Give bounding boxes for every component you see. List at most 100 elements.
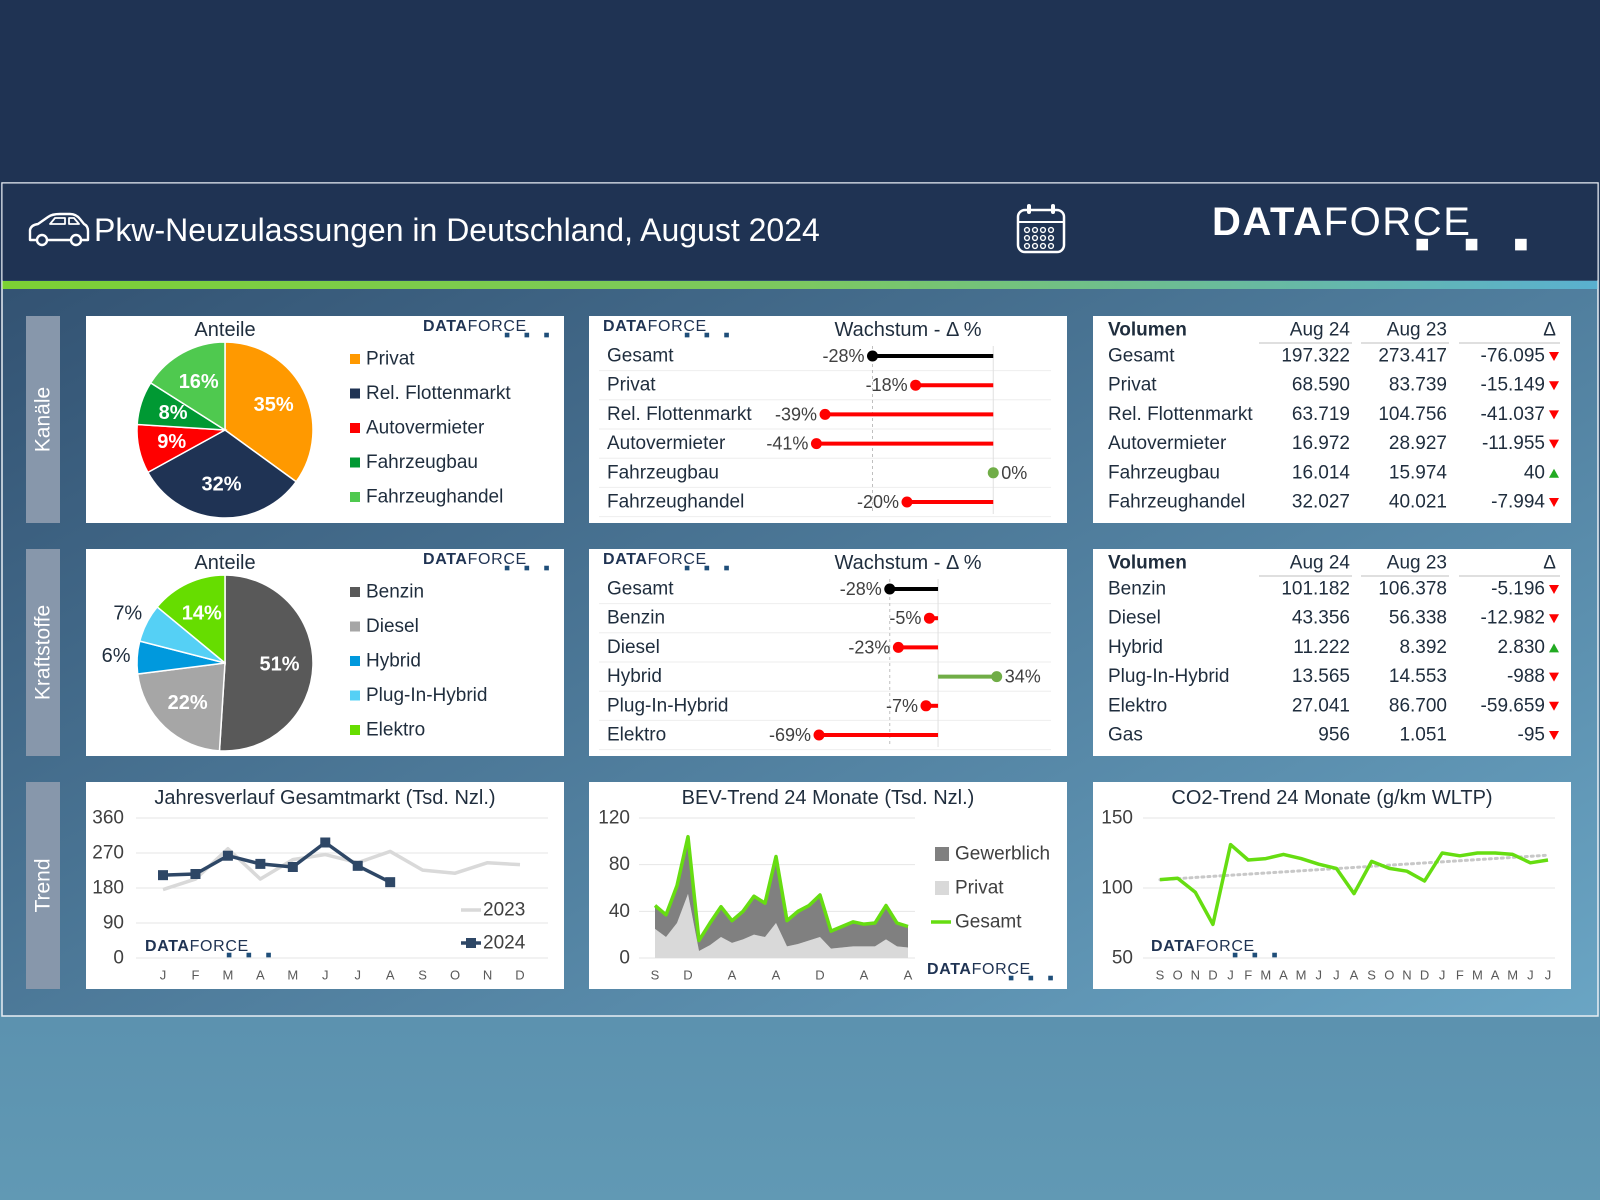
pie-label: 35% (254, 394, 294, 416)
x-tick-label: J (322, 968, 329, 983)
series-line (162, 840, 391, 884)
logo-square (1416, 238, 1429, 251)
x-tick-label: J (354, 968, 361, 983)
logo: DATAFORCE (145, 938, 249, 955)
legend-swatch (935, 881, 949, 895)
category-label: Diesel (607, 637, 660, 658)
legend-label: Hybrid (366, 651, 421, 672)
cell: -12.982 (1481, 608, 1545, 629)
column-header: Aug 23 (1387, 320, 1447, 341)
category-label: Elektro (607, 725, 666, 746)
x-tick-label: A (1350, 968, 1359, 983)
row-label: Elektro (1108, 695, 1167, 716)
logo-square (704, 332, 710, 338)
x-tick-label: F (1244, 968, 1252, 983)
pie-slice (218, 574, 314, 752)
category-label: Gesamt (607, 346, 674, 367)
logo-light: FORCE (1324, 200, 1472, 244)
row-label: Diesel (1108, 608, 1161, 629)
legend-label: Gesamt (955, 912, 1022, 933)
stacked-area (655, 893, 908, 958)
cell: -5.196 (1491, 579, 1545, 600)
cell: 63.719 (1292, 404, 1350, 425)
value-label: 34% (1005, 667, 1041, 687)
legend-swatch (350, 587, 360, 597)
trend-arrow (1549, 614, 1559, 624)
logo: DATAFORCE (603, 318, 707, 335)
x-tick-label: M (287, 968, 298, 983)
panel-bg (589, 316, 1067, 523)
y-tick-label: 270 (92, 843, 124, 864)
row-label: Gesamt (1108, 346, 1175, 367)
legend-swatch (350, 423, 360, 433)
chart-title: Anteile (194, 319, 255, 341)
trend-arrow (1549, 468, 1559, 478)
legend-label: Fahrzeughandel (366, 487, 503, 508)
x-tick-label: A (256, 968, 265, 983)
cell: -11.955 (1482, 433, 1545, 454)
legend-label: Diesel (366, 616, 419, 637)
row-label: Kanäle (32, 387, 55, 452)
x-tick-label: M (1472, 968, 1483, 983)
pie-label: 7% (113, 602, 142, 624)
x-tick-label: F (191, 968, 199, 983)
cell: -7.994 (1491, 492, 1545, 513)
trend-arrow (1549, 701, 1559, 711)
legend-swatch (350, 690, 360, 701)
lollipop-dot (923, 612, 935, 624)
category-label: Benzin (607, 608, 665, 629)
pie-slice (156, 574, 226, 665)
cell: 56.338 (1389, 608, 1447, 629)
series-line (1159, 842, 1549, 927)
legend-swatch (350, 725, 360, 735)
logo-bold: DATA (1212, 200, 1324, 244)
legend-marker (466, 938, 476, 948)
logo-square (1252, 952, 1258, 958)
cell: 28.927 (1389, 433, 1447, 454)
y-tick-label: 40 (609, 901, 630, 922)
legend-label: Privat (366, 349, 415, 370)
cell: 11.222 (1293, 637, 1350, 658)
y-tick-label: 360 (92, 808, 124, 829)
pie-slice (224, 341, 314, 483)
y-tick-label: 100 (1101, 878, 1133, 899)
logo-square (246, 952, 252, 958)
category-label: Fahrzeugbau (607, 462, 719, 483)
logo-light: FORCE (468, 318, 527, 335)
cell: 43.356 (1292, 608, 1350, 629)
value-label: -28% (822, 346, 864, 366)
value-label: -39% (775, 404, 817, 424)
row-label: Trend (32, 858, 55, 912)
chart-title: Wachstum - Δ % (834, 319, 981, 341)
pie-slice (136, 662, 226, 752)
x-tick-label: M (1296, 968, 1307, 983)
series-marker (190, 869, 201, 879)
x-tick-label: A (386, 968, 395, 983)
legend-swatch (350, 492, 360, 502)
panel: Jahresverlauf Gesamtmarkt (Tsd. Nzl.) 0 90… (86, 782, 564, 989)
legend-label: 2024 (483, 933, 526, 954)
header-title: Pkw-Neuzulassungen in Deutschland, Augus… (94, 212, 820, 248)
lollipop-dot (867, 350, 878, 362)
panel-bg (1093, 316, 1571, 523)
x-tick-label: J (1439, 968, 1446, 983)
row-label: Rel. Flottenmarkt (1108, 404, 1253, 425)
value-label: 0% (1001, 463, 1027, 483)
y-tick-label: 180 (92, 878, 124, 899)
logo: DATAFORCE (603, 551, 707, 568)
lollipop-dot (813, 729, 825, 741)
legend-swatch (350, 457, 360, 468)
logo-light: FORCE (648, 551, 707, 568)
logo-square (724, 332, 729, 338)
x-tick-label: F (1456, 968, 1464, 983)
cell: -59.659 (1481, 695, 1545, 716)
legend-swatch (350, 388, 360, 399)
cell: 956 (1318, 725, 1350, 746)
chart-title: BEV-Trend 24 Monate (Tsd. Nzl.) (682, 787, 975, 809)
cell: 83.739 (1389, 375, 1447, 396)
value-label: -41% (766, 434, 808, 454)
x-tick-label: M (222, 968, 233, 983)
pie-slice (149, 341, 226, 432)
cell: 197.322 (1281, 346, 1350, 367)
